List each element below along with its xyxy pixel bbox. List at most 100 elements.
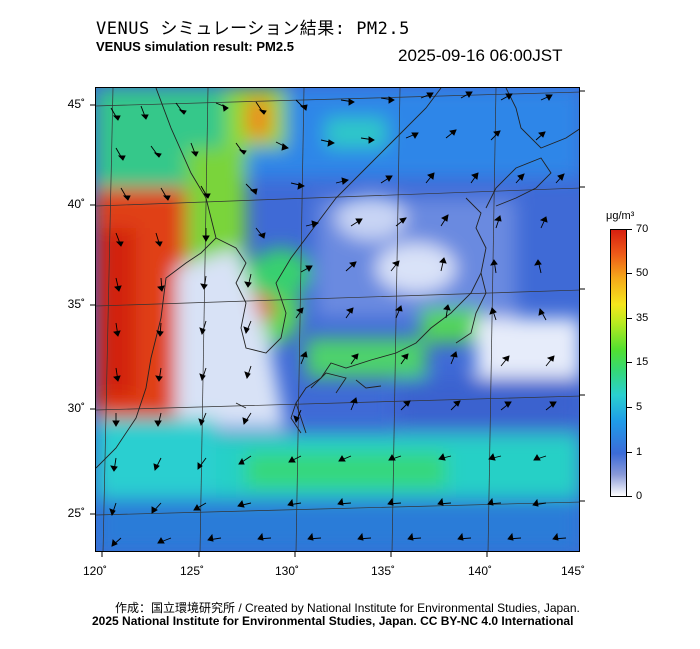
wind-arrow <box>175 102 187 115</box>
wind-arrow <box>420 92 434 99</box>
wind-arrow <box>299 351 308 365</box>
wind-arrow <box>200 275 208 290</box>
wind-arrow <box>395 217 407 227</box>
wind-arrow <box>539 216 548 229</box>
colorbar-label-1: 1 <box>636 446 643 458</box>
wind-arrow <box>290 182 305 190</box>
wind-arrow <box>515 173 525 184</box>
wind-arrow <box>349 397 358 411</box>
wind-arrow <box>390 260 400 272</box>
wind-arrow <box>110 107 121 121</box>
wind-arrow <box>112 413 120 427</box>
wind-arrow <box>394 305 403 319</box>
wind-arrow <box>198 412 207 426</box>
wind-arrow <box>457 532 472 541</box>
lat-label-45: 45˚ <box>67 97 85 111</box>
wind-arrow <box>193 502 207 511</box>
lat-label-30: 30˚ <box>67 401 85 415</box>
wind-arrow <box>380 175 393 184</box>
wind-arrow <box>360 136 375 144</box>
wind-arrow <box>207 533 222 542</box>
wind-arrow <box>449 351 458 365</box>
wind-arrow <box>275 141 289 151</box>
wind-arrow <box>202 228 210 242</box>
concentration-field <box>96 88 579 551</box>
wind-arrow <box>110 457 118 472</box>
colorbar-tick <box>627 452 632 453</box>
wind-arrow <box>400 353 409 365</box>
wind-arrow <box>160 187 171 201</box>
wind-arrow <box>153 457 162 471</box>
wind-arrow <box>437 497 452 506</box>
wind-arrow <box>243 320 252 334</box>
wind-arrow <box>460 91 473 99</box>
wind-arrow <box>255 101 267 115</box>
wind-arrow <box>244 365 252 379</box>
wind-arrow <box>340 98 355 106</box>
wind-arrow <box>552 532 567 541</box>
wind-arrow <box>488 453 502 461</box>
lat-label-25: 25˚ <box>67 506 85 520</box>
colorbar-label-15: 15 <box>636 356 649 368</box>
wind-arrow <box>445 129 457 139</box>
colorbar-label-5: 5 <box>636 401 643 413</box>
wind-arrow <box>545 355 555 367</box>
forecast-timestamp: 2025-09-16 06:00JST <box>398 46 563 65</box>
wind-arrow <box>335 177 349 185</box>
wind-arrow <box>199 367 207 381</box>
pm25-concentration-map <box>95 87 580 552</box>
wind-arrow <box>120 187 131 201</box>
wind-arrow <box>238 455 252 465</box>
wind-arrow <box>532 498 547 507</box>
license-line: 2025 National Institute for Environmenta… <box>92 614 574 628</box>
wind-arrow <box>555 173 565 184</box>
wind-arrow <box>538 308 547 321</box>
wind-arrow <box>287 498 302 507</box>
wind-arrow <box>242 412 252 425</box>
wind-arrow <box>490 259 498 274</box>
wind-arrow <box>540 94 553 101</box>
lat-label-40: 40˚ <box>67 197 85 211</box>
wind-arrow <box>151 502 162 514</box>
colorbar-tick <box>627 496 632 497</box>
wind-arrow <box>245 183 258 195</box>
wind-arrow <box>380 96 395 104</box>
colorbar-tick <box>627 407 632 408</box>
colorbar-label-35: 35 <box>636 312 649 324</box>
wind-arrow <box>111 537 122 547</box>
wind-arrow <box>350 218 363 227</box>
title-english: VENUS simulation result: PM2.5 <box>96 39 294 54</box>
wind-arrow <box>155 367 163 382</box>
wind-arrow <box>257 532 272 541</box>
wind-arrow <box>300 265 313 273</box>
wind-arrow <box>320 139 335 147</box>
wind-arrow <box>199 320 207 335</box>
wind-arrow <box>200 185 211 199</box>
title-japanese: VENUS シミュレーション結果: PM2.5 <box>96 19 410 39</box>
colorbar-tick <box>627 318 632 319</box>
wind-arrow <box>113 367 121 382</box>
wind-arrow <box>338 455 352 462</box>
wind-arrow <box>115 147 126 161</box>
wind-vectors <box>109 91 567 547</box>
wind-arrow <box>337 497 352 506</box>
lon-label-145: 145˚ <box>560 564 586 578</box>
wind-arrow <box>425 172 435 184</box>
colorbar-tick <box>627 273 632 274</box>
colorbar-tick <box>627 362 632 363</box>
wind-arrow <box>490 130 501 141</box>
lon-label-130: 130˚ <box>274 564 300 578</box>
wind-arrow <box>113 322 121 337</box>
wind-arrow <box>535 131 546 141</box>
colorbar-label-50: 50 <box>636 267 649 279</box>
credit-line: 作成：国立環境研究所 / Created by National Institu… <box>115 601 580 615</box>
map-canvas <box>96 88 579 551</box>
wind-arrow <box>305 220 319 228</box>
lon-label-135: 135˚ <box>370 564 396 578</box>
wind-arrow <box>190 142 199 157</box>
wind-arrow <box>534 259 542 274</box>
wind-arrow <box>489 307 497 321</box>
wind-arrow <box>439 257 447 272</box>
wind-arrow <box>114 277 122 292</box>
